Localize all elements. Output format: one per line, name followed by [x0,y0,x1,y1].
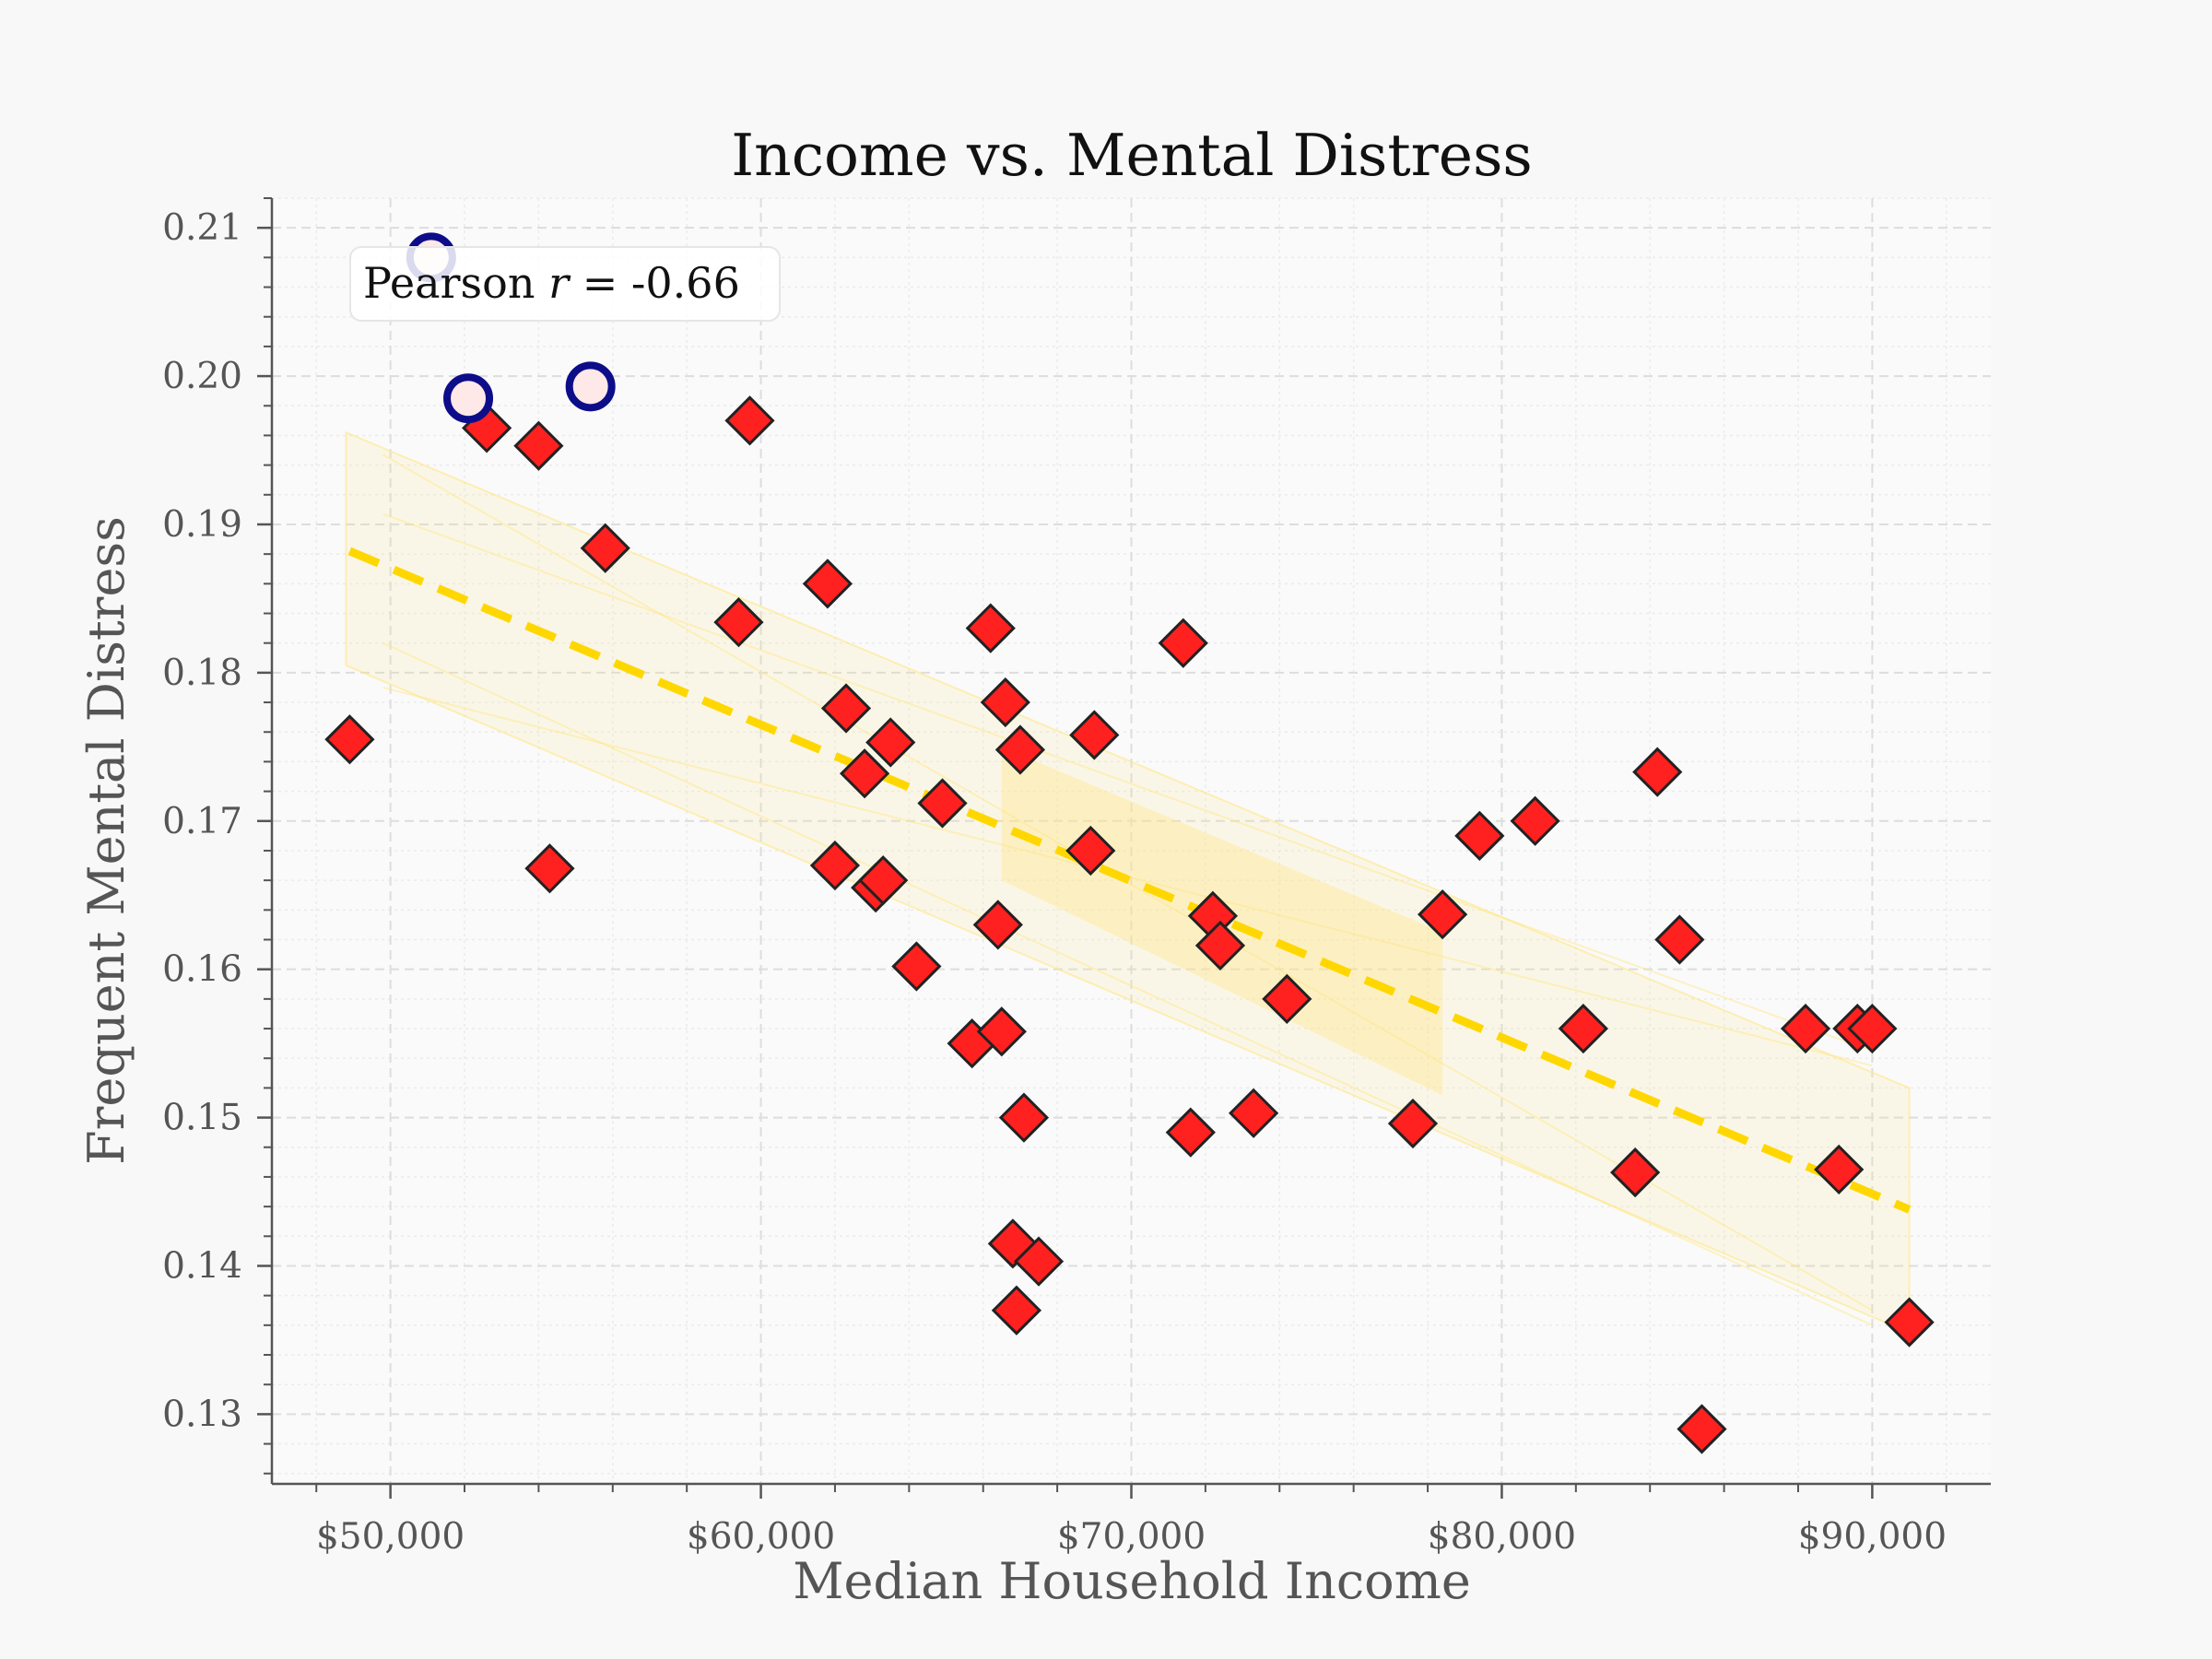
diamond-point [965,603,1016,653]
diamond-point [820,683,872,734]
diamond-point [513,420,564,471]
trend-line-group [347,547,1912,1214]
diamond-point [991,1285,1042,1335]
diamond-point [713,597,764,648]
diamond-point [1065,825,1116,877]
diamond-point [1229,1088,1279,1138]
diamond-point [1262,973,1312,1024]
x-tick-label: $90,000 [1798,1516,1947,1558]
diamond-point [1069,710,1120,760]
diamond-point [858,855,909,906]
y-axis-ticks: 0.13 0.14 0.15 0.16 0.17 0.18 0.19 0.20 0.21 [162,197,272,1475]
trend-line [347,547,1912,1214]
diamond-point [1013,1236,1065,1287]
diamond-point [524,843,575,894]
diamond-point [976,1006,1027,1057]
y-tick-label: 0.15 [162,1098,242,1139]
annotation-variable: r [548,258,571,308]
diamond-point [1654,914,1705,965]
diamond-point [1884,1297,1935,1347]
x-axis-ticks: $50,000 $60,000 $70,000 $80,000 $90,000 [315,1484,1947,1558]
y-tick-label: 0.17 [162,801,242,842]
x-tick-label: $60,000 [687,1516,835,1558]
annotation-text: Pearson r = -0.66 [363,258,740,308]
diamond-point [809,840,861,891]
diamond-point [917,778,968,829]
y-axis-title: Frequent Mental Distress [77,516,135,1165]
diamond-point [994,724,1046,775]
annotation-suffix: = -0.66 [569,258,740,308]
y-tick-label: 0.21 [162,207,242,249]
annotation-box [349,246,781,322]
diamond-point [1847,1003,1898,1054]
y-tick-label: 0.14 [162,1245,242,1287]
diamond-point [324,714,375,765]
x-axis-title: Median Household Income [793,1552,1471,1610]
diamond-point [865,717,916,768]
diamond-point [580,523,630,573]
diamond-point [891,941,942,992]
chart-title: Income vs. Mental Distress [731,122,1532,189]
diamond-point [1158,618,1208,668]
bootstrap-line [382,512,1873,1053]
diamond-point [980,677,1030,728]
diamond-point [1780,1003,1831,1054]
y-tick-label: 0.13 [162,1394,242,1435]
diamond-point [972,900,1023,950]
x-tick-label: $50,000 [316,1516,465,1558]
diamond-point [1194,920,1246,971]
y-tick-label: 0.16 [162,949,242,991]
diamond-point [1610,1147,1661,1198]
diamond-point [1632,747,1683,797]
diamond-point [1814,1144,1865,1195]
bootstrap-line [382,641,1873,1326]
correlation-annotation: Pearson r = -0.66 [349,246,781,322]
highlighted-circle-point [565,361,616,412]
diamond-point [1454,810,1505,861]
y-tick-label: 0.18 [162,653,242,694]
diamond-point [724,395,775,446]
data-points [324,232,1935,1454]
x-tick-label: $80,000 [1428,1516,1576,1558]
highlighted-circle-point [443,373,494,424]
y-tick-label: 0.19 [162,504,242,546]
x-tick-label: $70,000 [1057,1516,1206,1558]
diamond-point [839,748,890,799]
y-tick-label: 0.20 [162,356,242,397]
diamond-point [802,559,853,609]
annotation-prefix: Pearson [363,258,548,308]
diamond-point [1677,1404,1727,1454]
diamond-point [1387,1098,1439,1149]
diamond-point [1165,1107,1216,1158]
diamond-point [1418,889,1468,940]
diamond-point [1558,1003,1608,1054]
diamond-point [1510,795,1560,846]
diamond-point [998,1092,1050,1143]
major-grid [272,198,1991,1484]
